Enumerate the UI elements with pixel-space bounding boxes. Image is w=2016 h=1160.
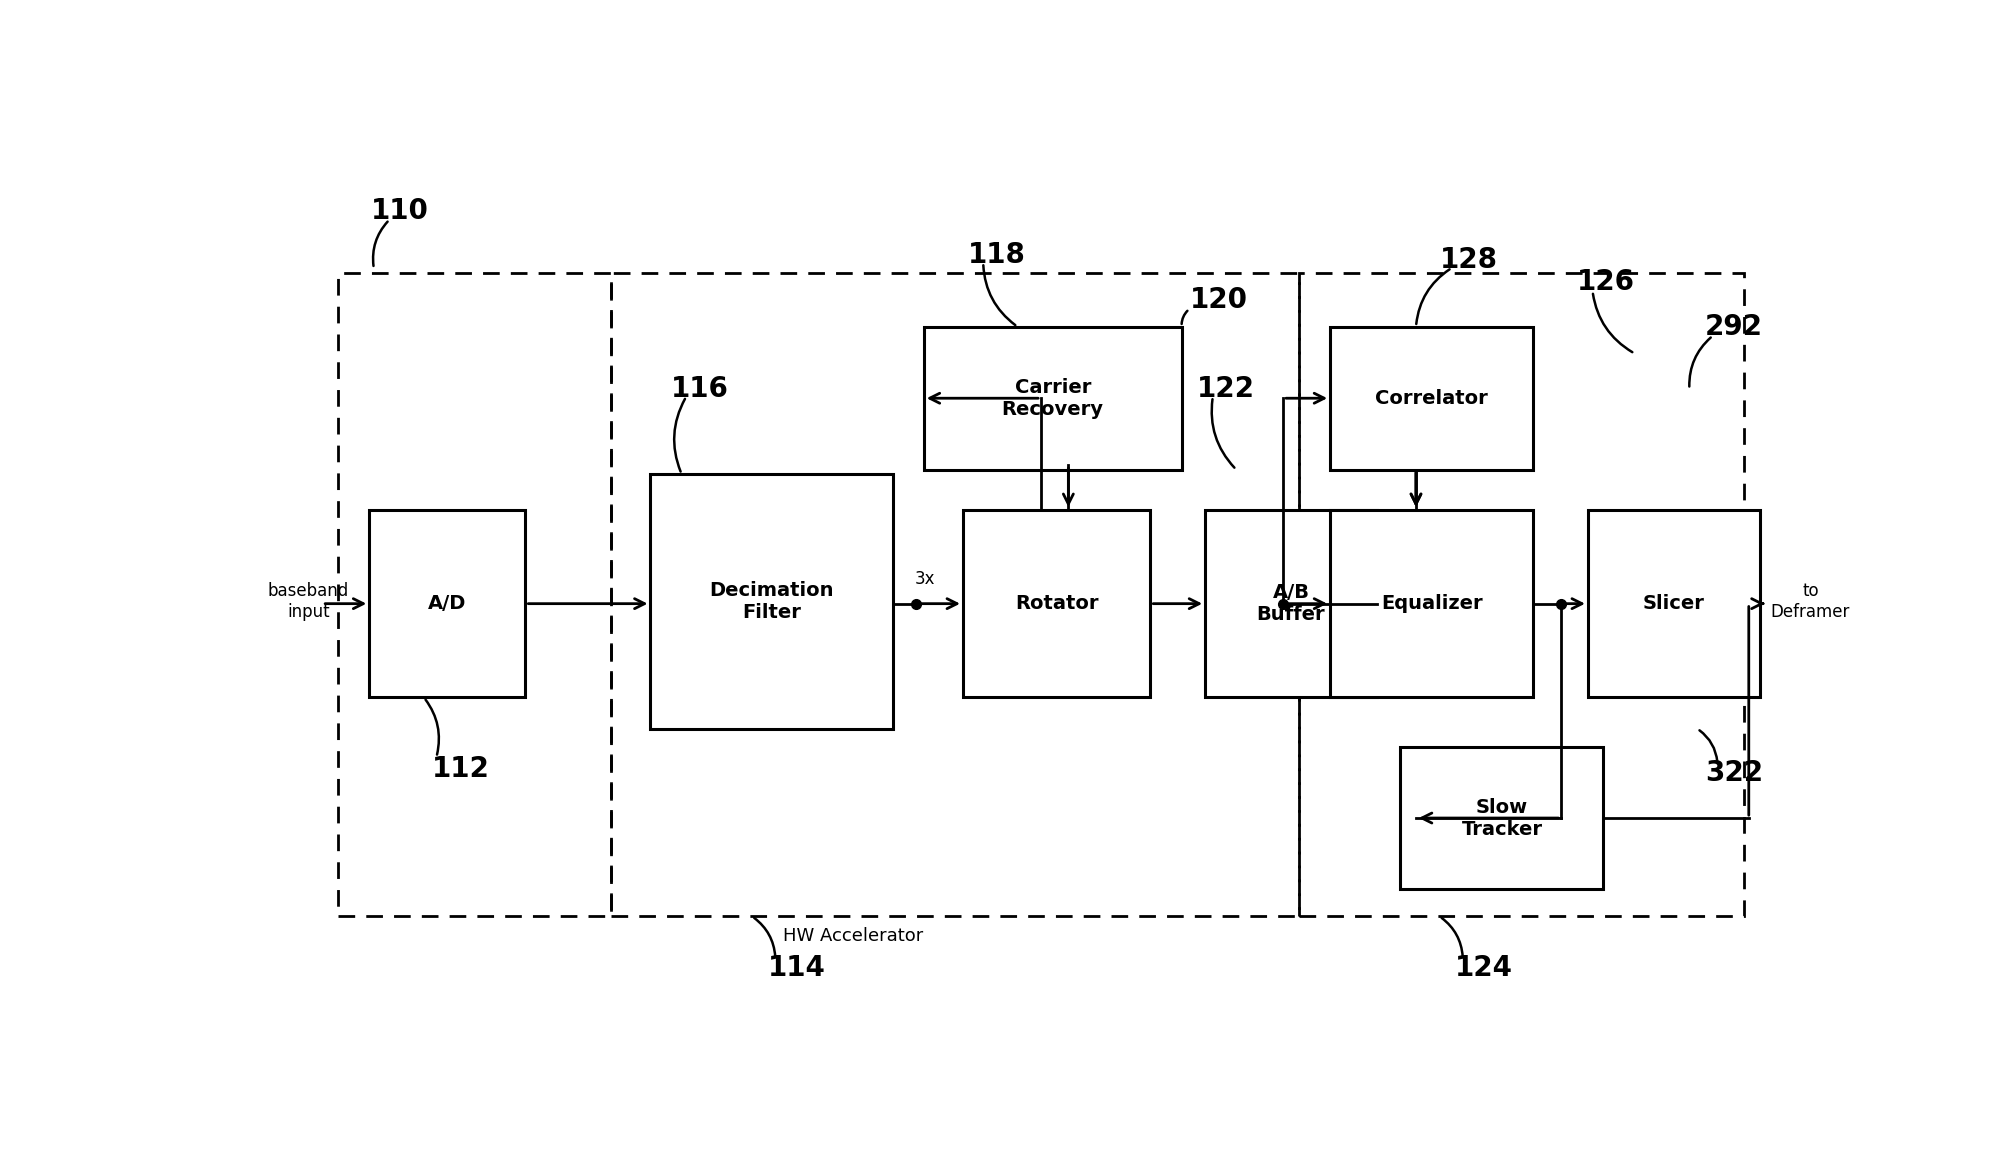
- Text: Correlator: Correlator: [1375, 389, 1488, 407]
- Text: HW Accelerator: HW Accelerator: [784, 927, 923, 945]
- Text: Carrier
Recovery: Carrier Recovery: [1002, 378, 1103, 419]
- Text: 118: 118: [968, 241, 1026, 269]
- Text: A/B
Buffer: A/B Buffer: [1256, 583, 1325, 624]
- Text: 110: 110: [371, 197, 429, 225]
- Text: A/D: A/D: [427, 594, 466, 614]
- Text: 112: 112: [431, 755, 490, 783]
- Text: 124: 124: [1456, 954, 1514, 983]
- Text: 3x: 3x: [915, 570, 935, 588]
- Bar: [1331, 327, 1534, 470]
- Text: 116: 116: [671, 376, 728, 404]
- Text: 128: 128: [1439, 246, 1498, 274]
- Bar: [611, 274, 1298, 916]
- Text: 126: 126: [1577, 268, 1635, 296]
- Text: 114: 114: [768, 954, 825, 983]
- Text: to
Deframer: to Deframer: [1770, 582, 1851, 622]
- Bar: [923, 327, 1181, 470]
- Text: 120: 120: [1189, 287, 1248, 314]
- Bar: [651, 474, 893, 728]
- Text: Decimation
Filter: Decimation Filter: [710, 581, 835, 622]
- Bar: [964, 510, 1151, 697]
- Bar: [1589, 510, 1760, 697]
- Text: Rotator: Rotator: [1014, 594, 1099, 614]
- Text: Slicer: Slicer: [1643, 594, 1706, 614]
- Bar: [1401, 747, 1603, 890]
- Text: 322: 322: [1706, 760, 1764, 788]
- Text: 292: 292: [1706, 313, 1764, 341]
- Text: 122: 122: [1198, 376, 1256, 404]
- Bar: [1298, 274, 1744, 916]
- Text: Slow
Tracker: Slow Tracker: [1462, 798, 1542, 839]
- Bar: [339, 274, 611, 916]
- Text: baseband
input: baseband input: [268, 582, 349, 622]
- Text: Equalizer: Equalizer: [1381, 594, 1482, 614]
- Bar: [1206, 510, 1377, 697]
- Bar: [1331, 510, 1534, 697]
- Bar: [369, 510, 526, 697]
